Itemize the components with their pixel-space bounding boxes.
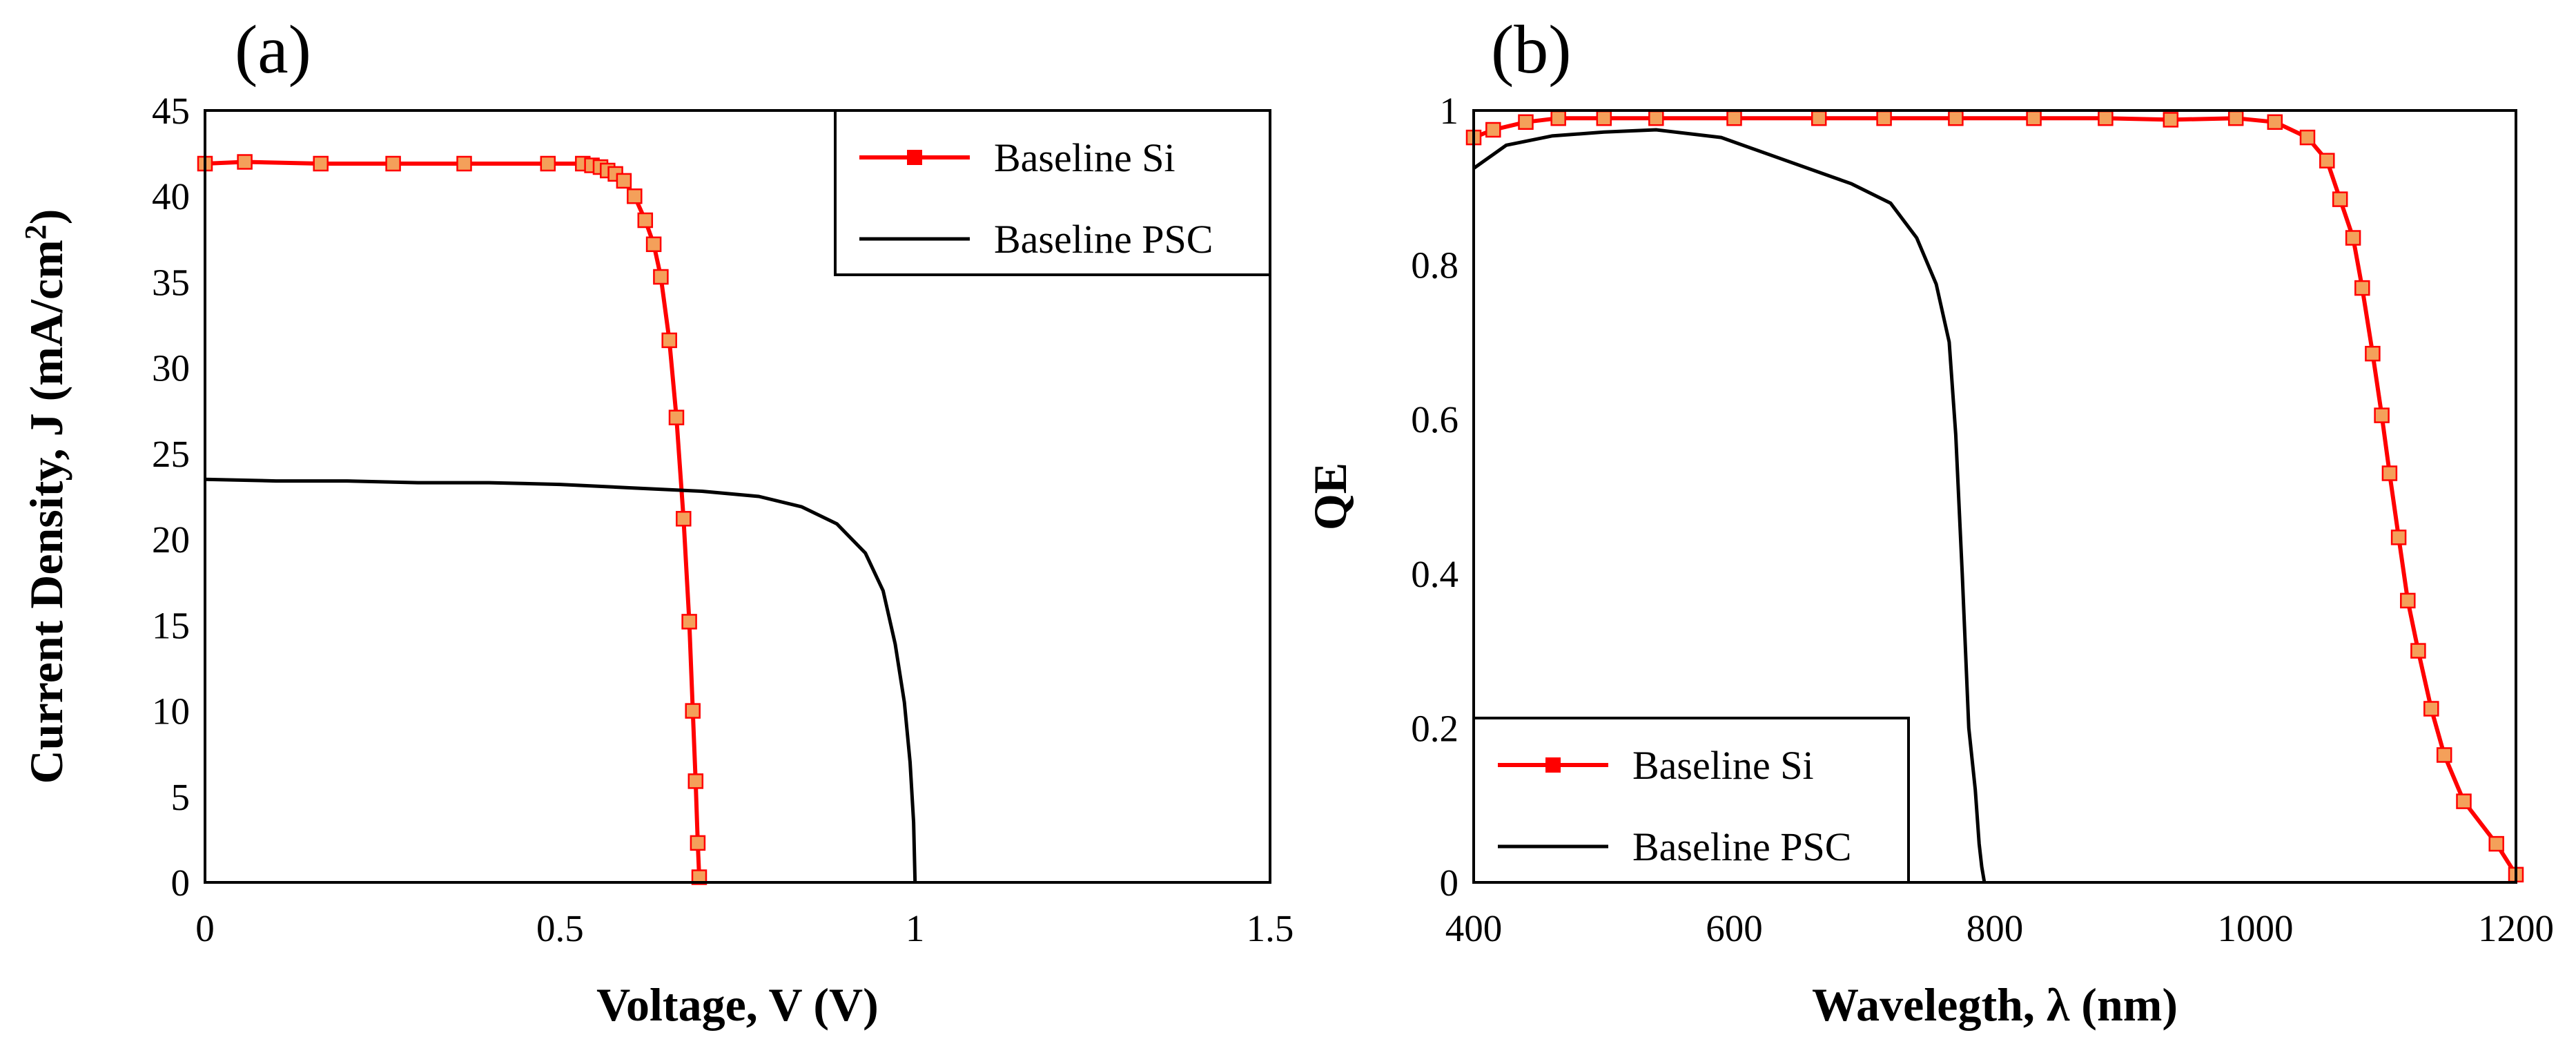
data-point-marker bbox=[687, 773, 704, 789]
x-tick-label: 600 bbox=[1706, 907, 1763, 949]
legend-entry-label: Baseline Si bbox=[1632, 743, 1814, 788]
data-point-marker bbox=[2026, 110, 2042, 126]
data-point-marker bbox=[616, 173, 632, 189]
x-tick-label: 1200 bbox=[2478, 907, 2554, 949]
data-point-marker bbox=[1596, 110, 1612, 126]
legend: Baseline Si Baseline PSC bbox=[834, 109, 1271, 276]
data-point-marker bbox=[1876, 110, 1892, 126]
data-point-marker bbox=[2456, 793, 2472, 809]
legend-marker-swatch bbox=[907, 150, 922, 165]
data-point-marker bbox=[690, 835, 706, 851]
y-tick-label: 0.6 bbox=[1411, 398, 1458, 441]
y-axis-title: QE bbox=[1304, 463, 1356, 530]
data-point-marker bbox=[2299, 129, 2316, 146]
data-point-marker bbox=[1648, 110, 1664, 126]
y-axis-title-end: ) bbox=[20, 209, 72, 225]
x-axis-title: Wavelegth, λ (nm) bbox=[1812, 978, 2178, 1031]
data-point-marker bbox=[237, 154, 253, 170]
series-line-baseline-si bbox=[204, 159, 701, 878]
y-tick-label: 1 bbox=[1440, 90, 1459, 132]
data-point-marker bbox=[691, 869, 708, 885]
x-tick-label: 1.5 bbox=[1247, 907, 1294, 949]
data-point-marker bbox=[2319, 153, 2335, 168]
chart-panel-b: (b) 0 0.2 0.4 0.6 0.8 1 400 600 800 1000 1200 Baseli… bbox=[1304, 11, 2554, 1031]
data-point-marker bbox=[1550, 110, 1566, 126]
y-tick-label: 0.8 bbox=[1411, 244, 1458, 287]
data-point-marker bbox=[2436, 747, 2452, 763]
x-tick-label: 1000 bbox=[2218, 907, 2294, 949]
data-point-marker bbox=[2374, 407, 2390, 423]
data-point-marker bbox=[2423, 701, 2439, 717]
data-point-marker bbox=[385, 155, 401, 172]
data-point-marker bbox=[2400, 592, 2416, 609]
x-tick-label: 400 bbox=[1445, 907, 1503, 949]
data-point-marker bbox=[2345, 230, 2361, 246]
y-axis-title-superscript: 2 bbox=[19, 224, 52, 240]
x-axis-title: Voltage, V (V) bbox=[596, 978, 879, 1031]
plot-area-frame bbox=[1472, 109, 2517, 884]
y-tick-label: 5 bbox=[171, 776, 191, 818]
data-point-marker bbox=[313, 155, 329, 172]
data-point-marker bbox=[2390, 530, 2407, 545]
data-point-marker bbox=[2381, 465, 2398, 481]
y-axis-title: Current Density, J (mA/cm2) bbox=[19, 209, 73, 784]
data-point-marker bbox=[681, 614, 697, 630]
data-point-marker bbox=[456, 155, 472, 172]
x-tick-label: 0 bbox=[195, 907, 215, 949]
legend-entry-label: Baseline Si bbox=[994, 135, 1175, 180]
legend-box bbox=[834, 109, 1271, 276]
data-point-marker bbox=[2267, 114, 2283, 130]
y-tick-label: 0.2 bbox=[1411, 707, 1458, 749]
y-tick-label: 0 bbox=[1440, 862, 1459, 904]
y-tick-label: 25 bbox=[152, 433, 190, 475]
x-tick-label: 800 bbox=[1967, 907, 2024, 949]
data-point-marker bbox=[1485, 122, 1501, 138]
chart-panel-a: (a) 0 5 10 15 20 25 30 35 40 45 0 0.5 1 1.5 Baseline Si… bbox=[19, 11, 1294, 1031]
legend-entry-label: Baseline PSC bbox=[994, 217, 1213, 262]
legend: Baseline Si Baseline PSC bbox=[1472, 717, 1910, 884]
panel-label: (b) bbox=[1491, 11, 1572, 88]
legend-entry-label: Baseline PSC bbox=[1632, 824, 1851, 869]
data-point-marker bbox=[1811, 110, 1827, 126]
panel-label: (a) bbox=[235, 11, 311, 88]
y-tick-label: 10 bbox=[152, 690, 190, 733]
data-point-marker bbox=[1726, 110, 1742, 126]
data-point-marker bbox=[1948, 110, 1964, 126]
x-tick-label: 1 bbox=[906, 907, 925, 949]
y-tick-label: 45 bbox=[152, 90, 190, 132]
data-point-marker bbox=[2098, 110, 2114, 126]
data-point-marker bbox=[2332, 191, 2348, 207]
y-tick-label: 35 bbox=[152, 261, 190, 303]
data-point-marker bbox=[676, 511, 692, 527]
legend-marker-swatch bbox=[1545, 757, 1561, 773]
data-point-marker bbox=[645, 236, 662, 253]
plot-area-frame bbox=[204, 109, 1271, 884]
data-point-marker bbox=[2488, 835, 2504, 852]
data-point-marker bbox=[668, 409, 685, 425]
y-tick-label: 0 bbox=[171, 862, 191, 904]
data-point-marker bbox=[637, 212, 654, 229]
y-axis-title-main: Current Density, J (mA/cm bbox=[20, 240, 72, 784]
data-point-marker bbox=[2365, 345, 2381, 362]
y-tick-label: 0.4 bbox=[1411, 553, 1458, 595]
data-point-marker bbox=[653, 269, 669, 285]
series-line-baseline-psc bbox=[1472, 128, 1987, 883]
data-point-marker bbox=[661, 332, 677, 349]
data-point-marker bbox=[685, 703, 701, 719]
y-tick-label: 15 bbox=[152, 604, 190, 646]
data-point-marker bbox=[1518, 114, 1534, 130]
data-point-marker bbox=[2163, 112, 2179, 128]
legend-box bbox=[1472, 717, 1910, 884]
x-tick-label: 0.5 bbox=[536, 907, 584, 949]
y-tick-label: 30 bbox=[152, 347, 190, 389]
data-point-marker bbox=[540, 155, 556, 172]
data-point-marker bbox=[2227, 110, 2244, 126]
data-point-marker bbox=[2410, 643, 2426, 659]
data-point-marker bbox=[2354, 280, 2370, 296]
series-line-baseline-psc bbox=[204, 477, 917, 883]
y-tick-label: 40 bbox=[152, 175, 190, 217]
data-point-marker bbox=[627, 188, 643, 204]
y-tick-label: 20 bbox=[152, 519, 190, 561]
